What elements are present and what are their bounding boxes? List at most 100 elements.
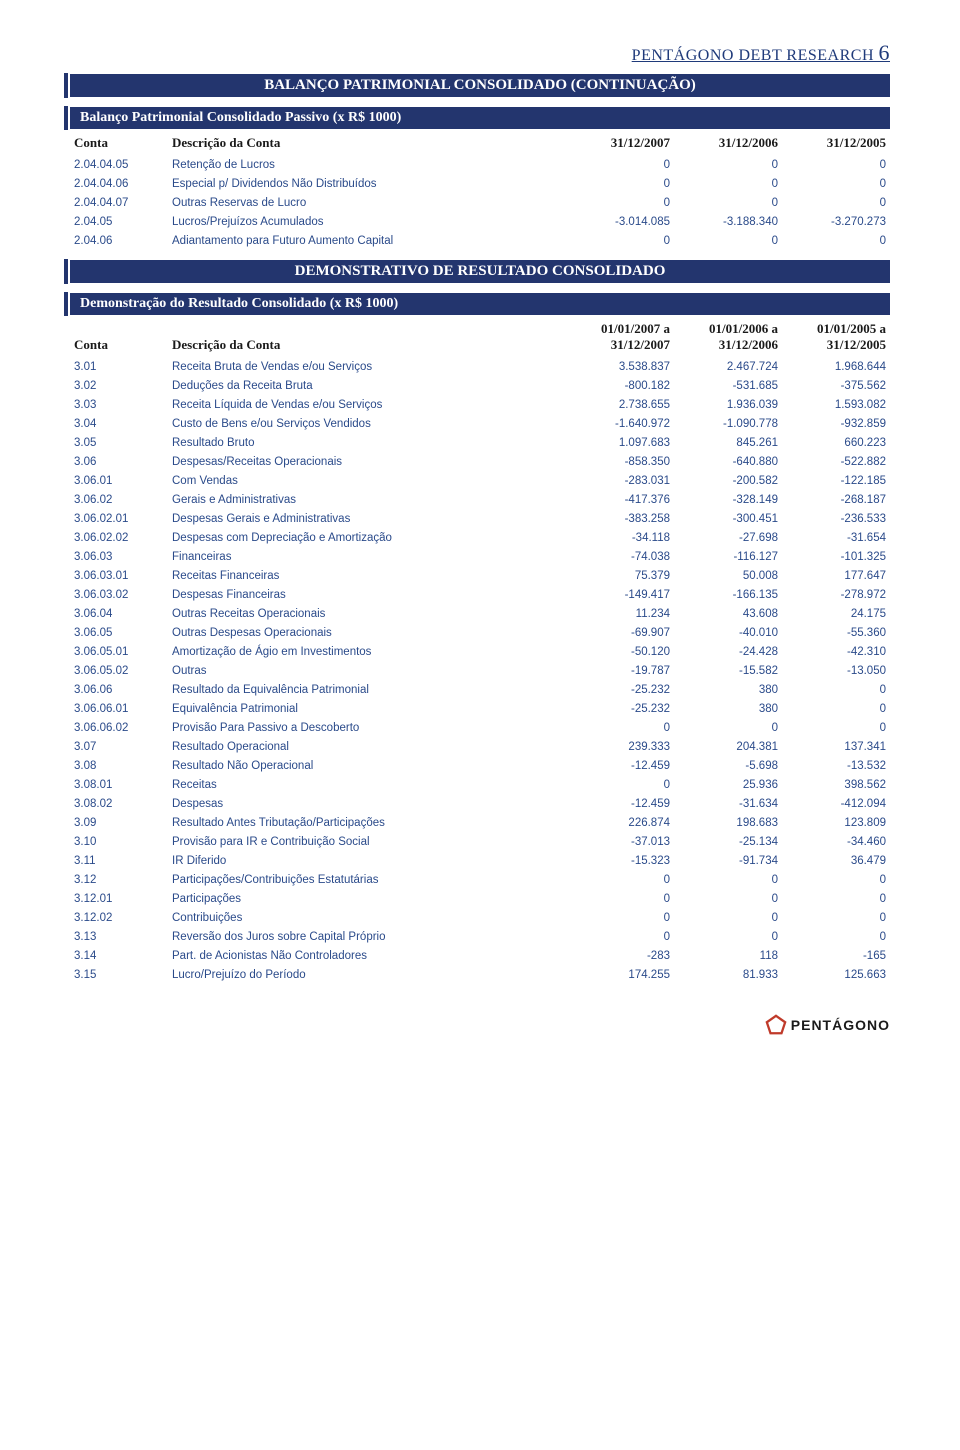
cell-code: 3.09	[70, 813, 168, 832]
cell-value: 177.647	[782, 566, 890, 585]
cell-code: 3.15	[70, 965, 168, 984]
cell-value: 398.562	[782, 775, 890, 794]
cell-value: 0	[782, 908, 890, 927]
table-header-row: Conta Descrição da Conta 01/01/2007 a 31…	[70, 315, 890, 357]
cell-value: 0	[782, 699, 890, 718]
cell-desc: Outras Receitas Operacionais	[168, 604, 566, 623]
col-header: Conta	[70, 129, 168, 155]
table-header-row: Conta Descrição da Conta 31/12/2007 31/1…	[70, 129, 890, 155]
cell-value: -24.428	[674, 642, 782, 661]
cell-value: -31.634	[674, 794, 782, 813]
cell-value: -42.310	[782, 642, 890, 661]
cell-code: 3.06.03.02	[70, 585, 168, 604]
cell-desc: Custo de Bens e/ou Serviços Vendidos	[168, 414, 566, 433]
cell-desc: Receitas	[168, 775, 566, 794]
cell-value: -283	[566, 946, 674, 965]
cell-desc: Part. de Acionistas Não Controladores	[168, 946, 566, 965]
cell-value: -74.038	[566, 547, 674, 566]
cell-code: 2.04.04.05	[70, 155, 168, 174]
cell-desc: Despesas	[168, 794, 566, 813]
cell-value: 50.008	[674, 566, 782, 585]
cell-value: 1.936.039	[674, 395, 782, 414]
table-row: 2.04.04.05Retenção de Lucros000	[70, 155, 890, 174]
cell-value: -3.188.340	[674, 212, 782, 231]
cell-desc: Receitas Financeiras	[168, 566, 566, 585]
cell-value: 0	[566, 870, 674, 889]
cell-value: 118	[674, 946, 782, 965]
cell-value: 0	[566, 193, 674, 212]
cell-value: -69.907	[566, 623, 674, 642]
table-row: 3.10Provisão para IR e Contribuição Soci…	[70, 832, 890, 851]
cell-value: 0	[566, 908, 674, 927]
cell-desc: Resultado Antes Tributação/Participações	[168, 813, 566, 832]
cell-value: 380	[674, 699, 782, 718]
cell-value: 0	[566, 927, 674, 946]
table-row: 3.12.01Participações000	[70, 889, 890, 908]
cell-value: -116.127	[674, 547, 782, 566]
cell-desc: Participações	[168, 889, 566, 908]
cell-value: 0	[566, 155, 674, 174]
cell-value: 239.333	[566, 737, 674, 756]
col-header: 01/01/2007 a 31/12/2007	[566, 315, 674, 357]
cell-code: 3.12.01	[70, 889, 168, 908]
cell-value: -25.134	[674, 832, 782, 851]
cell-code: 3.13	[70, 927, 168, 946]
cell-code: 3.12.02	[70, 908, 168, 927]
cell-code: 3.06.02.01	[70, 509, 168, 528]
table-row: 3.12Participações/Contribuições Estatutá…	[70, 870, 890, 889]
cell-value: 75.379	[566, 566, 674, 585]
cell-code: 2.04.04.07	[70, 193, 168, 212]
cell-value: 0	[566, 174, 674, 193]
page-header: PENTÁGONO DEBT RESEARCH 6	[70, 40, 890, 66]
cell-desc: Retenção de Lucros	[168, 155, 566, 174]
table-row: 3.07Resultado Operacional239.333204.3811…	[70, 737, 890, 756]
cell-value: -1.640.972	[566, 414, 674, 433]
cell-value: -25.232	[566, 680, 674, 699]
cell-desc: Resultado Bruto	[168, 433, 566, 452]
section-title-2: DEMONSTRATIVO DE RESULTADO CONSOLIDADO	[70, 260, 890, 283]
cell-value: -12.459	[566, 756, 674, 775]
cell-desc: Lucros/Prejuízos Acumulados	[168, 212, 566, 231]
cell-value: -236.533	[782, 509, 890, 528]
cell-value: 380	[674, 680, 782, 699]
cell-value: -5.698	[674, 756, 782, 775]
cell-value: 0	[674, 231, 782, 250]
cell-value: -40.010	[674, 623, 782, 642]
cell-value: 81.933	[674, 965, 782, 984]
cell-code: 3.07	[70, 737, 168, 756]
cell-value: -800.182	[566, 376, 674, 395]
section-subtitle-1: Balanço Patrimonial Consolidado Passivo …	[70, 107, 890, 129]
cell-desc: Resultado Não Operacional	[168, 756, 566, 775]
cell-value: 0	[674, 870, 782, 889]
table-row: 3.11IR Diferido-15.323-91.73436.479	[70, 851, 890, 870]
table-row: 3.03Receita Líquida de Vendas e/ou Servi…	[70, 395, 890, 414]
cell-value: -283.031	[566, 471, 674, 490]
cell-code: 3.06.03	[70, 547, 168, 566]
col-header: Conta	[70, 315, 168, 357]
cell-desc: Despesas Financeiras	[168, 585, 566, 604]
table-row: 3.04Custo de Bens e/ou Serviços Vendidos…	[70, 414, 890, 433]
cell-value: 1.968.644	[782, 357, 890, 376]
cell-desc: Contribuições	[168, 908, 566, 927]
cell-value: -858.350	[566, 452, 674, 471]
cell-code: 3.10	[70, 832, 168, 851]
page-number: 6	[879, 40, 891, 65]
cell-value: -34.118	[566, 528, 674, 547]
cell-code: 3.03	[70, 395, 168, 414]
cell-value: -1.090.778	[674, 414, 782, 433]
cell-value: 0	[782, 870, 890, 889]
page-footer: PENTÁGONO	[70, 1014, 890, 1039]
cell-value: 0	[782, 680, 890, 699]
table-row: 3.06.06Resultado da Equivalência Patrimo…	[70, 680, 890, 699]
cell-code: 3.06.05.01	[70, 642, 168, 661]
cell-desc: Especial p/ Dividendos Não Distribuídos	[168, 174, 566, 193]
cell-code: 3.06.06.02	[70, 718, 168, 737]
table-row: 2.04.04.06Especial p/ Dividendos Não Dis…	[70, 174, 890, 193]
cell-code: 3.06.02	[70, 490, 168, 509]
cell-value: -383.258	[566, 509, 674, 528]
cell-value: -50.120	[566, 642, 674, 661]
cell-value: -13.532	[782, 756, 890, 775]
cell-value: -12.459	[566, 794, 674, 813]
cell-value: 660.223	[782, 433, 890, 452]
cell-code: 2.04.06	[70, 231, 168, 250]
